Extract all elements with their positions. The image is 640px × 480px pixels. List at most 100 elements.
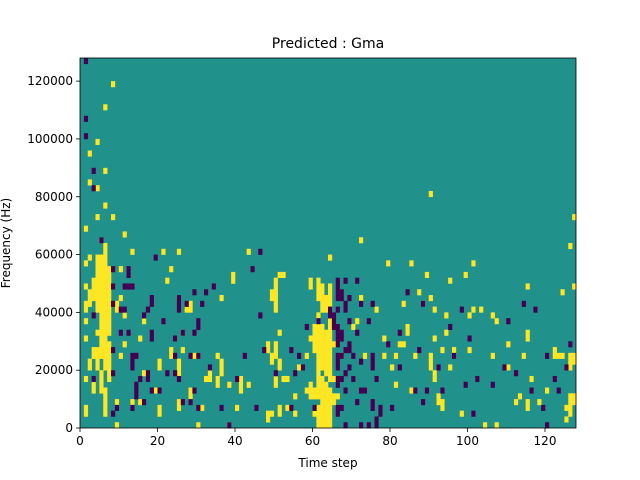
x-tick-label: 120 [534, 434, 557, 448]
heatmap-cell-low [475, 375, 480, 383]
heatmap-cell-high [405, 323, 410, 336]
heatmap-cell-low [359, 422, 364, 429]
heatmap-cell-low [374, 375, 379, 383]
heatmap-cell-high [390, 364, 395, 371]
heatmap-cell-high [401, 341, 406, 348]
heatmap-cell-low [397, 329, 402, 336]
heatmap-cell-low [335, 404, 340, 417]
heatmap-cell-high [320, 375, 325, 406]
heatmap-cell-high [87, 150, 92, 157]
heatmap-cell-high [138, 399, 143, 406]
heatmap-cell-high [467, 347, 472, 354]
heatmap-cell-low [111, 266, 116, 273]
heatmap-cell-high [87, 179, 92, 186]
heatmap-cell-high [537, 399, 542, 406]
heatmap-cell-low [347, 364, 352, 371]
heatmap-cell-high [169, 347, 174, 359]
x-tick-label: 100 [456, 434, 479, 448]
heatmap-cell-high [448, 364, 453, 371]
heatmap-cell-high [83, 283, 89, 290]
heatmap-cell-high [560, 289, 565, 296]
heatmap-cell-low [196, 404, 201, 411]
heatmap-cell-high [87, 289, 92, 307]
heatmap-cell-high [409, 387, 414, 394]
y-tick-label: 60000 [35, 248, 73, 262]
heatmap-cell-low [386, 341, 391, 348]
heatmap-cell-high [479, 306, 484, 313]
heatmap-cell-high [432, 370, 437, 383]
heatmap-cell-low [417, 347, 422, 354]
heatmap-cell-low [335, 352, 340, 371]
heatmap-cell-low [126, 283, 131, 290]
heatmap-cell-high [188, 300, 193, 313]
y-tick-label: 0 [65, 421, 73, 435]
heatmap-cell-high [231, 271, 236, 284]
heatmap-cell-low [343, 422, 348, 429]
heatmap-cell-low [126, 266, 131, 278]
heatmap-cell-low [359, 358, 364, 365]
heatmap-cell-high [572, 283, 577, 290]
heatmap-cell-high [568, 393, 573, 417]
heatmap-cell-low [436, 364, 441, 371]
heatmap-cell-low [111, 347, 116, 354]
heatmap-cell-high [114, 422, 120, 429]
heatmap-cell-low [176, 295, 182, 313]
heatmap-cell-low [347, 295, 352, 302]
heatmap-cell-low [347, 341, 352, 354]
heatmap-cell-low [545, 422, 550, 429]
heatmap-cell-high [386, 260, 391, 267]
heatmap-cell-high [293, 393, 298, 400]
heatmap-cell-high [219, 358, 224, 377]
heatmap-cell-low [258, 312, 263, 319]
heatmap-cell-low [529, 387, 534, 394]
heatmap-cell-low [130, 404, 135, 411]
heatmap-cell-low [126, 329, 131, 336]
heatmap-cell-low [273, 370, 278, 377]
heatmap-cell-high [440, 399, 445, 411]
heatmap-cell-high [122, 341, 127, 348]
heatmap-cell-high [304, 352, 309, 359]
heatmap-cell-high [266, 341, 271, 354]
heatmap-cell-low [235, 375, 240, 383]
heatmap-cell-low [173, 370, 178, 377]
heatmap-cell-low [452, 352, 457, 359]
heatmap-cell-high [266, 410, 271, 423]
heatmap-cell-low [289, 347, 294, 354]
heatmap-cell-high [328, 254, 333, 261]
heatmap-cell-high [196, 422, 201, 429]
heatmap-cell-high [107, 266, 112, 336]
heatmap-cell-high [490, 352, 495, 359]
heatmap-cell-high [269, 289, 275, 302]
heatmap-cell-low [331, 312, 337, 331]
heatmap-cell-high [176, 248, 182, 255]
heatmap-cell-high [165, 277, 170, 284]
heatmap-cell-low [347, 318, 352, 325]
heatmap-cell-low [138, 375, 143, 383]
heatmap-cell-high [572, 393, 577, 406]
heatmap-cell-high [200, 404, 205, 411]
heatmap-cell-low [250, 266, 255, 273]
heatmap-cell-low [355, 399, 360, 406]
heatmap-cell-high [297, 364, 302, 371]
heatmap-cell-high [521, 352, 526, 359]
heatmap-cell-high [374, 306, 379, 313]
heatmap-cell-high [246, 248, 251, 255]
heatmap-cell-high [316, 404, 321, 429]
heatmap-cell-high [142, 318, 147, 325]
heatmap-cell-high [324, 381, 329, 429]
heatmap-cell-high [142, 370, 147, 377]
heatmap-cell-high [83, 335, 89, 342]
heatmap-cell-high [490, 312, 495, 319]
heatmap-cell-high [188, 387, 193, 400]
y-tick-label: 20000 [35, 363, 73, 377]
plot-area [79, 57, 577, 429]
heatmap-cell-low [339, 375, 344, 383]
heatmap-cell-high [277, 329, 282, 336]
heatmap-cell-high [324, 329, 329, 377]
heatmap-cell-low [316, 318, 321, 325]
heatmap-cell-high [525, 329, 530, 342]
heatmap-cell-high [95, 329, 100, 336]
heatmap-cell-low [467, 335, 472, 342]
heatmap-cell-low [130, 283, 135, 290]
heatmap-cell-low [471, 410, 476, 417]
